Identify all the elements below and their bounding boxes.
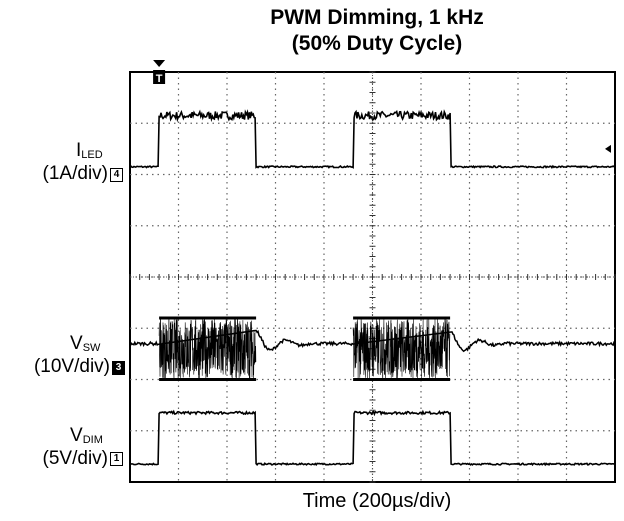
vsw-trace-label: VSW [70, 333, 101, 354]
x-axis-label: Time (200µs/div) [302, 490, 452, 512]
vsw-idle-trace [129, 329, 616, 353]
chart-title: PWM Dimming, 1 kHz [270, 6, 484, 29]
vdim-trace-scale: (5V/div) [42, 448, 108, 469]
vsw-trace-scale: (10V/div) [33, 356, 110, 377]
vsw-switching-burst [352, 318, 451, 380]
channel-3-marker: 3 [112, 361, 125, 375]
vsw-switching-burst [158, 317, 257, 380]
iled-trace-scale: (1A/div) [42, 163, 108, 184]
trigger-marker [153, 70, 166, 84]
trigger-marker-label: T [156, 73, 163, 85]
vdim-trace [130, 409, 616, 467]
trigger-arrow-icon [153, 60, 166, 67]
chart-subtitle: (50% Duty Cycle) [291, 32, 463, 55]
iled-trace [129, 109, 616, 169]
channel-4-marker: 4 [110, 168, 123, 182]
iled-trace-label: ILED [76, 140, 103, 161]
channel-1-marker: 1 [110, 452, 123, 466]
trigger-level-arrow-icon [605, 144, 611, 153]
vdim-trace-label: VDIM [70, 425, 103, 446]
